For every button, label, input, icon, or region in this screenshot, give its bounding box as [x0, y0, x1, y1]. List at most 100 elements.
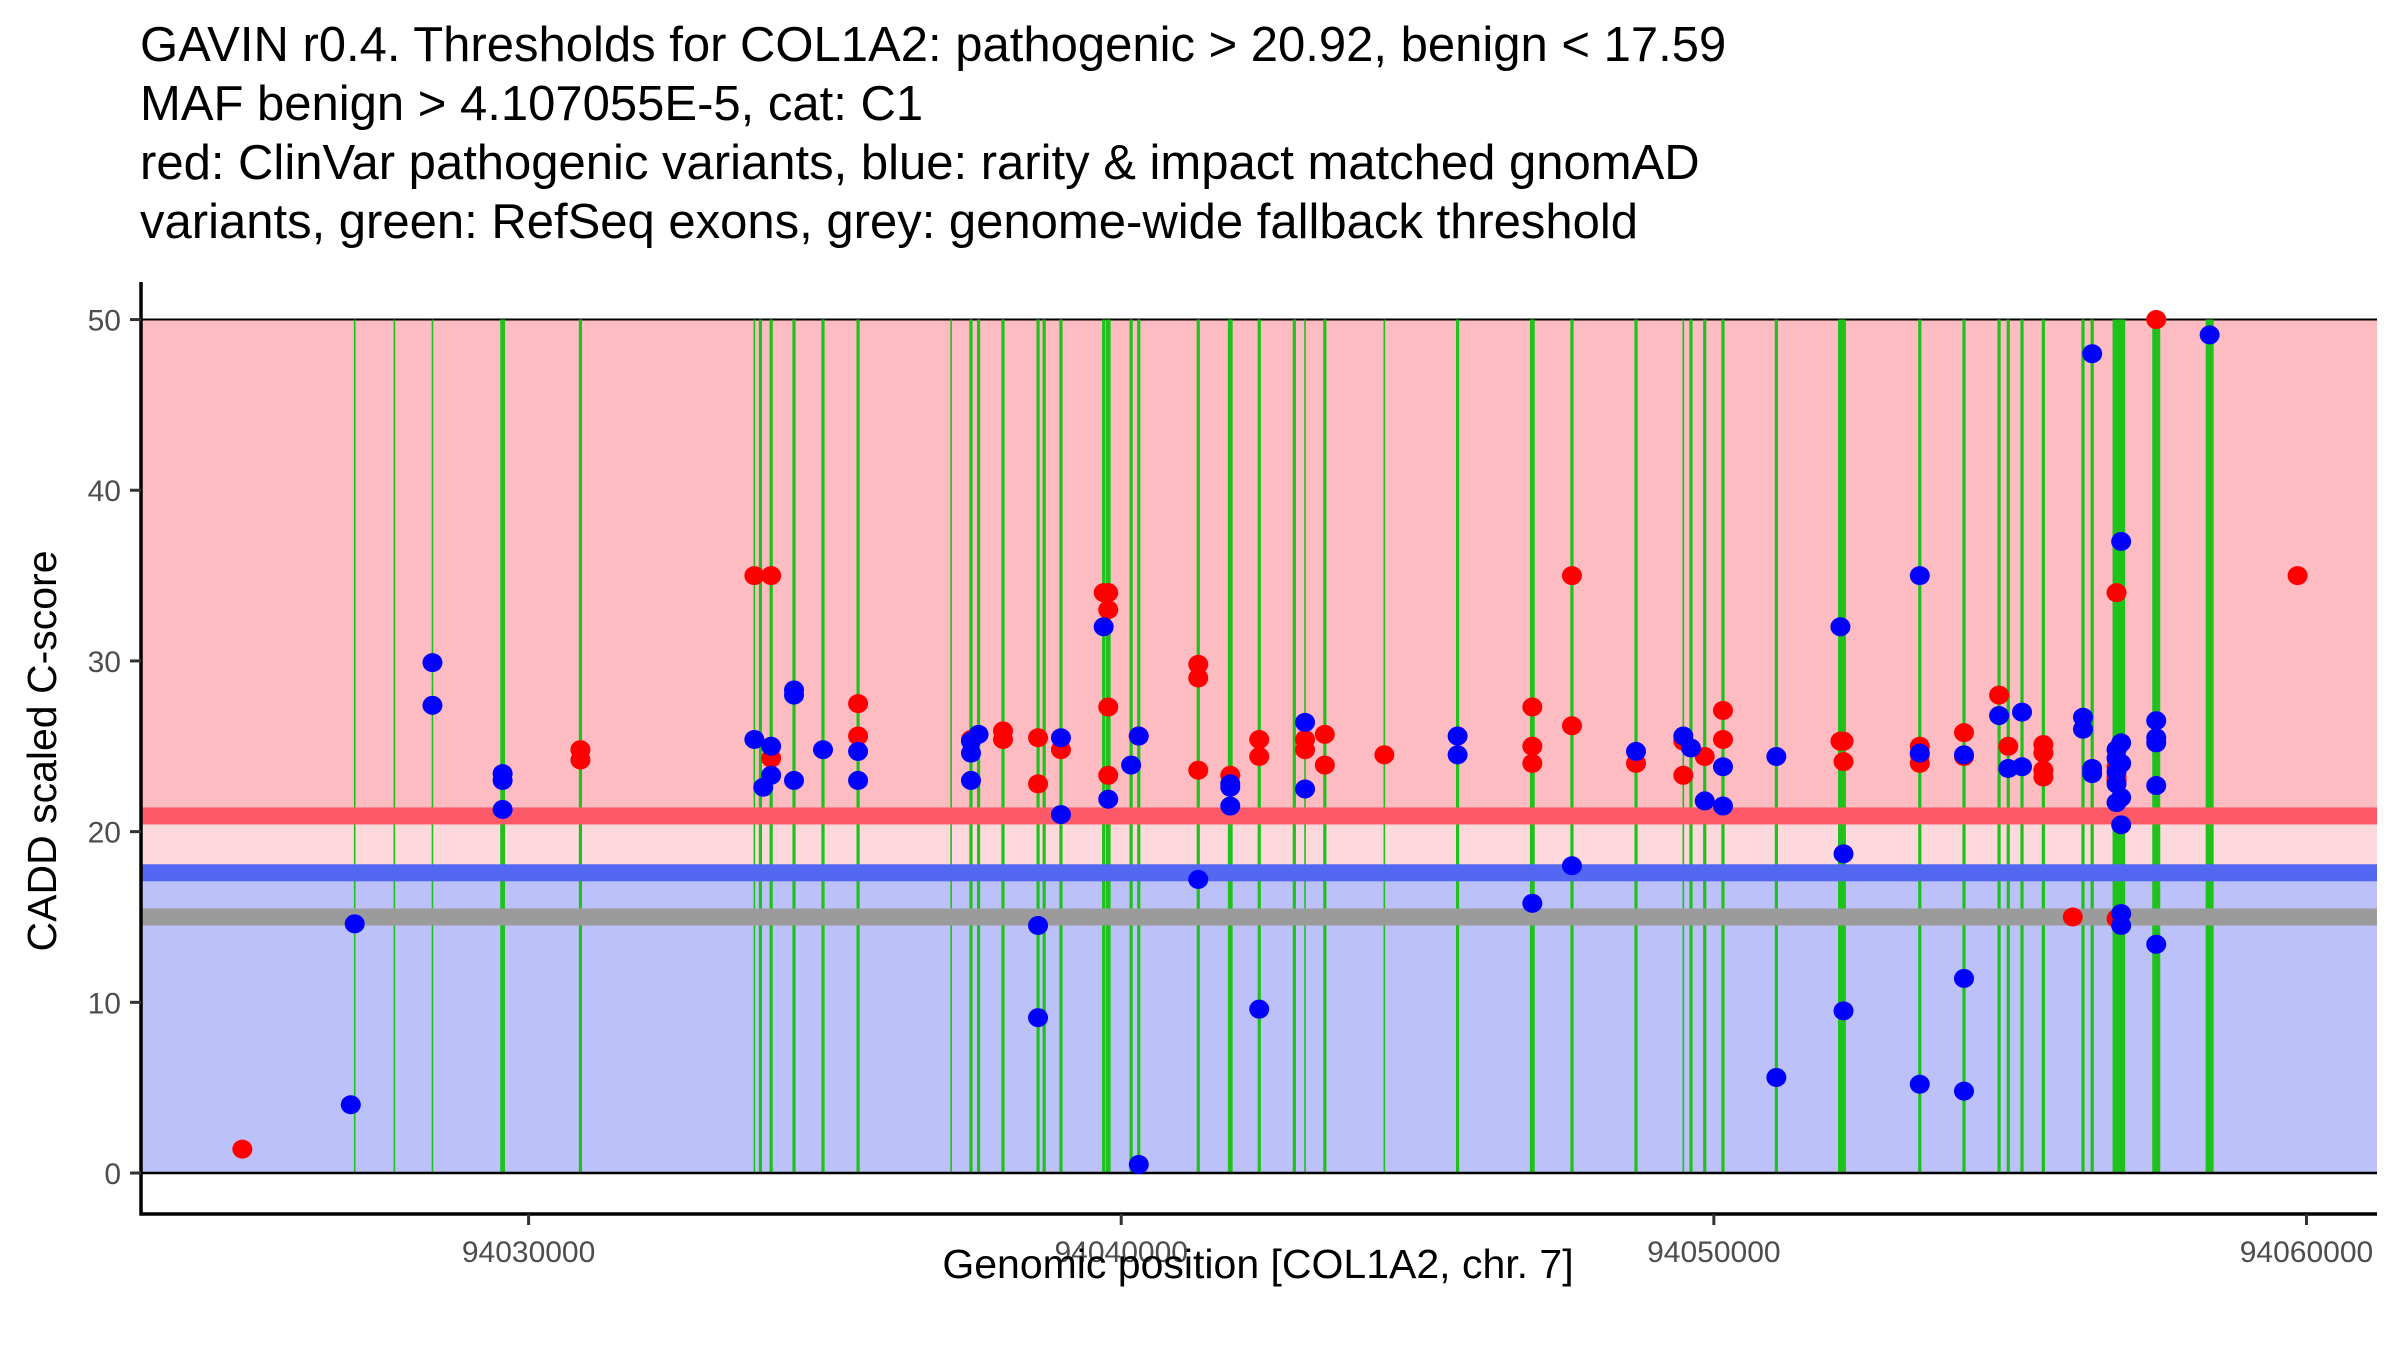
- y-tick-label: 40: [88, 475, 121, 508]
- data-point: [761, 566, 782, 586]
- exon-line: [500, 319, 506, 1174]
- title-line-2: MAF benign > 4.107055E-5, cat: C1: [140, 77, 923, 131]
- data-point: [2199, 325, 2220, 345]
- data-point: [570, 750, 591, 770]
- data-point: [1447, 745, 1468, 765]
- data-point: [1833, 1001, 1854, 1021]
- data-point: [1295, 740, 1316, 760]
- data-point: [960, 770, 981, 790]
- y-tick-label: 10: [88, 987, 121, 1020]
- data-point: [813, 740, 834, 760]
- data-point: [784, 685, 805, 705]
- data-point: [1220, 796, 1241, 816]
- axes: 0 10 20 30 40 50 94030000 94040000 94050000 94060…: [88, 282, 2377, 1269]
- data-point: [1830, 617, 1851, 637]
- data-point: [1626, 741, 1647, 761]
- y-axis-title: CADD scaled C-score: [19, 551, 65, 952]
- data-point: [422, 653, 443, 673]
- x-axis-title: Genomic position [COL1A2, chr. 7]: [942, 1241, 1573, 1287]
- exon-line: [1774, 319, 1778, 1174]
- data-point: [1766, 747, 1787, 767]
- data-point: [1028, 728, 1049, 748]
- data-point: [968, 724, 989, 744]
- series-gnomad-matched: [340, 325, 2220, 1174]
- exon-line: [1570, 319, 1574, 1174]
- threshold-genome-wide-fallback: [141, 908, 2377, 926]
- title-line-1: GAVIN r0.4. Thresholds for COL1A2: patho…: [140, 18, 1726, 72]
- x-tick-label: 94050000: [1647, 1236, 1780, 1269]
- exon-line: [431, 319, 434, 1174]
- data-point: [1766, 1067, 1787, 1087]
- data-point: [1712, 729, 1733, 749]
- data-point: [1098, 600, 1119, 620]
- data-point: [492, 770, 513, 790]
- data-point: [1188, 869, 1209, 889]
- exon-line: [1227, 319, 1233, 1174]
- data-point: [1050, 805, 1071, 825]
- data-point: [1128, 726, 1149, 746]
- data-point: [1953, 968, 1974, 988]
- exon-line: [353, 319, 356, 1174]
- data-point: [2146, 733, 2167, 753]
- data-point: [2012, 757, 2033, 777]
- data-point: [1833, 731, 1854, 751]
- data-point: [2072, 719, 2093, 739]
- data-point: [422, 695, 443, 715]
- data-point: [2082, 344, 2103, 364]
- exon-line: [1042, 319, 1046, 1174]
- data-point: [960, 743, 981, 763]
- data-point: [1989, 706, 2010, 726]
- exon-line: [1137, 319, 1141, 1174]
- title-line-4: variants, green: RefSeq exons, grey: gen…: [140, 195, 1638, 249]
- data-point: [753, 777, 774, 797]
- data-point: [2146, 310, 2167, 330]
- data-point: [784, 770, 805, 790]
- data-point: [2106, 583, 2127, 603]
- data-point: [1909, 566, 1930, 586]
- data-point: [1188, 668, 1209, 688]
- data-point: [1712, 796, 1733, 816]
- exon-line: [2081, 319, 2085, 1174]
- data-point: [2146, 776, 2167, 796]
- data-point: [340, 1095, 361, 1115]
- data-point: [1561, 856, 1582, 876]
- data-point: [1028, 1008, 1049, 1028]
- data-point: [992, 729, 1013, 749]
- data-point: [1447, 726, 1468, 746]
- data-point: [744, 729, 765, 749]
- data-point: [2062, 907, 2083, 927]
- chart-title: GAVIN r0.4. Thresholds for COL1A2: patho…: [140, 18, 1726, 249]
- exon-line: [1323, 319, 1327, 1174]
- data-point: [2082, 764, 2103, 784]
- exon-line: [1102, 319, 1106, 1174]
- data-point: [1374, 745, 1395, 765]
- data-point: [1680, 738, 1701, 758]
- data-point: [1249, 747, 1270, 767]
- data-point: [1953, 1081, 1974, 1101]
- data-point: [2111, 753, 2132, 773]
- exon-line: [792, 319, 796, 1174]
- data-point: [1098, 583, 1119, 603]
- data-point: [1712, 700, 1733, 720]
- data-point: [2111, 788, 2132, 808]
- data-point: [1953, 745, 1974, 765]
- data-point: [492, 799, 513, 819]
- data-point: [1694, 791, 1715, 811]
- threshold-benign: [141, 864, 2377, 882]
- data-point: [2111, 916, 2132, 936]
- data-point: [848, 741, 869, 761]
- data-point: [1989, 685, 2010, 705]
- data-point: [1098, 765, 1119, 785]
- data-point: [1522, 753, 1543, 773]
- data-point: [1314, 724, 1335, 744]
- exon-line: [2020, 319, 2024, 1174]
- data-point: [2146, 711, 2167, 731]
- threshold-bands: [141, 807, 2377, 1175]
- data-points: [232, 310, 2308, 1174]
- data-point: [1295, 779, 1316, 799]
- data-point: [1522, 893, 1543, 913]
- x-tick-label: 94040000: [1054, 1236, 1187, 1269]
- data-point: [848, 726, 869, 746]
- data-point: [1028, 774, 1049, 794]
